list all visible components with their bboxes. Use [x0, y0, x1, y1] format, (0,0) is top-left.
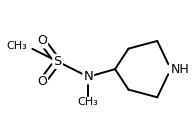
Text: N: N [83, 70, 93, 83]
Text: CH₃: CH₃ [6, 41, 27, 51]
Text: O: O [37, 34, 47, 47]
Text: CH₃: CH₃ [78, 97, 99, 107]
Text: NH: NH [171, 63, 190, 76]
Text: S: S [53, 55, 62, 68]
Text: O: O [37, 75, 47, 88]
